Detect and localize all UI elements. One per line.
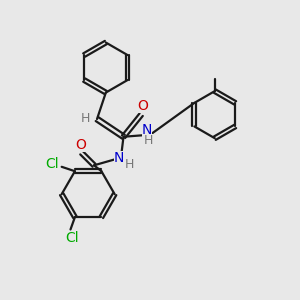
Text: N: N xyxy=(142,123,152,137)
Text: H: H xyxy=(125,158,134,171)
Text: H: H xyxy=(144,134,153,147)
Text: O: O xyxy=(75,138,86,152)
Text: Cl: Cl xyxy=(45,158,59,171)
Text: Cl: Cl xyxy=(65,231,79,245)
Text: H: H xyxy=(81,112,91,125)
Text: N: N xyxy=(114,151,124,165)
Text: O: O xyxy=(137,99,148,113)
